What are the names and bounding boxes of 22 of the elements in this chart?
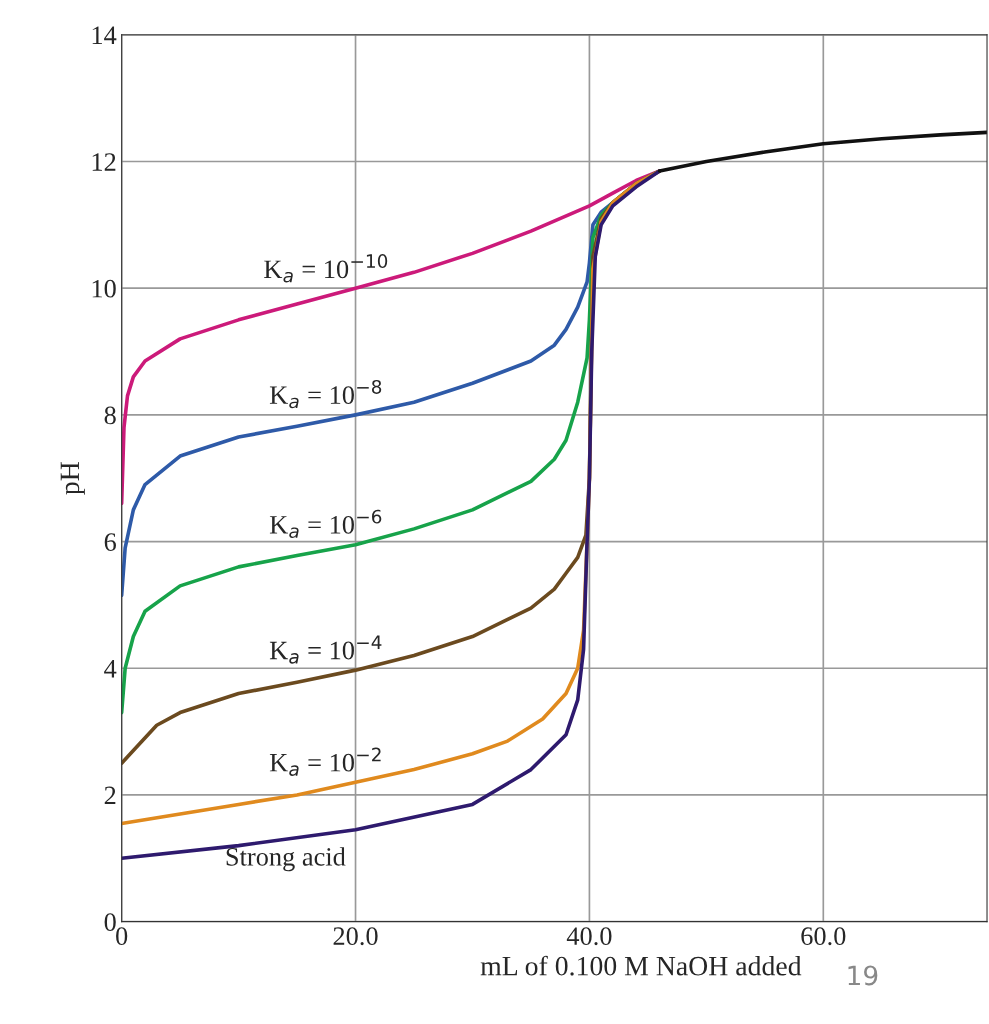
y-axis-title: pH [60,462,85,495]
series-label: K$_{a}$ = 10$^{−8}$ [269,379,382,409]
y-tick-label: 6 [104,533,116,551]
y-tick-label: 2 [104,786,116,805]
y-tick-label: 10 [92,279,116,298]
y-tick-label: 4 [104,660,117,678]
x-axis-title: mL of 0.100 M NaOH added [480,955,802,976]
series-label: K$_{a}$ = 10$^{−10}$ [264,254,388,283]
text: 19 [848,965,878,986]
y-tick-label: 0 [104,913,116,932]
series-label: K$_{a}$ = 10$^{−4}$ [269,635,382,664]
series-label: Strong acid [226,847,346,872]
y-tick-label: 8 [104,406,116,425]
series-label: K$_{a}$ = 10$^{−2}$ [269,747,381,776]
y-tick-label: 12 [92,153,116,171]
series-label: K$_{a}$ = 10$^{−6}$ [269,509,382,539]
x-tick-label: 60.0 [801,927,846,946]
line-series [121,169,662,506]
y-tick-label: 14 [92,26,117,44]
line-series [657,130,988,173]
x-tick-label: 40.0 [566,927,612,946]
x-tick-label: 20.0 [333,927,378,946]
